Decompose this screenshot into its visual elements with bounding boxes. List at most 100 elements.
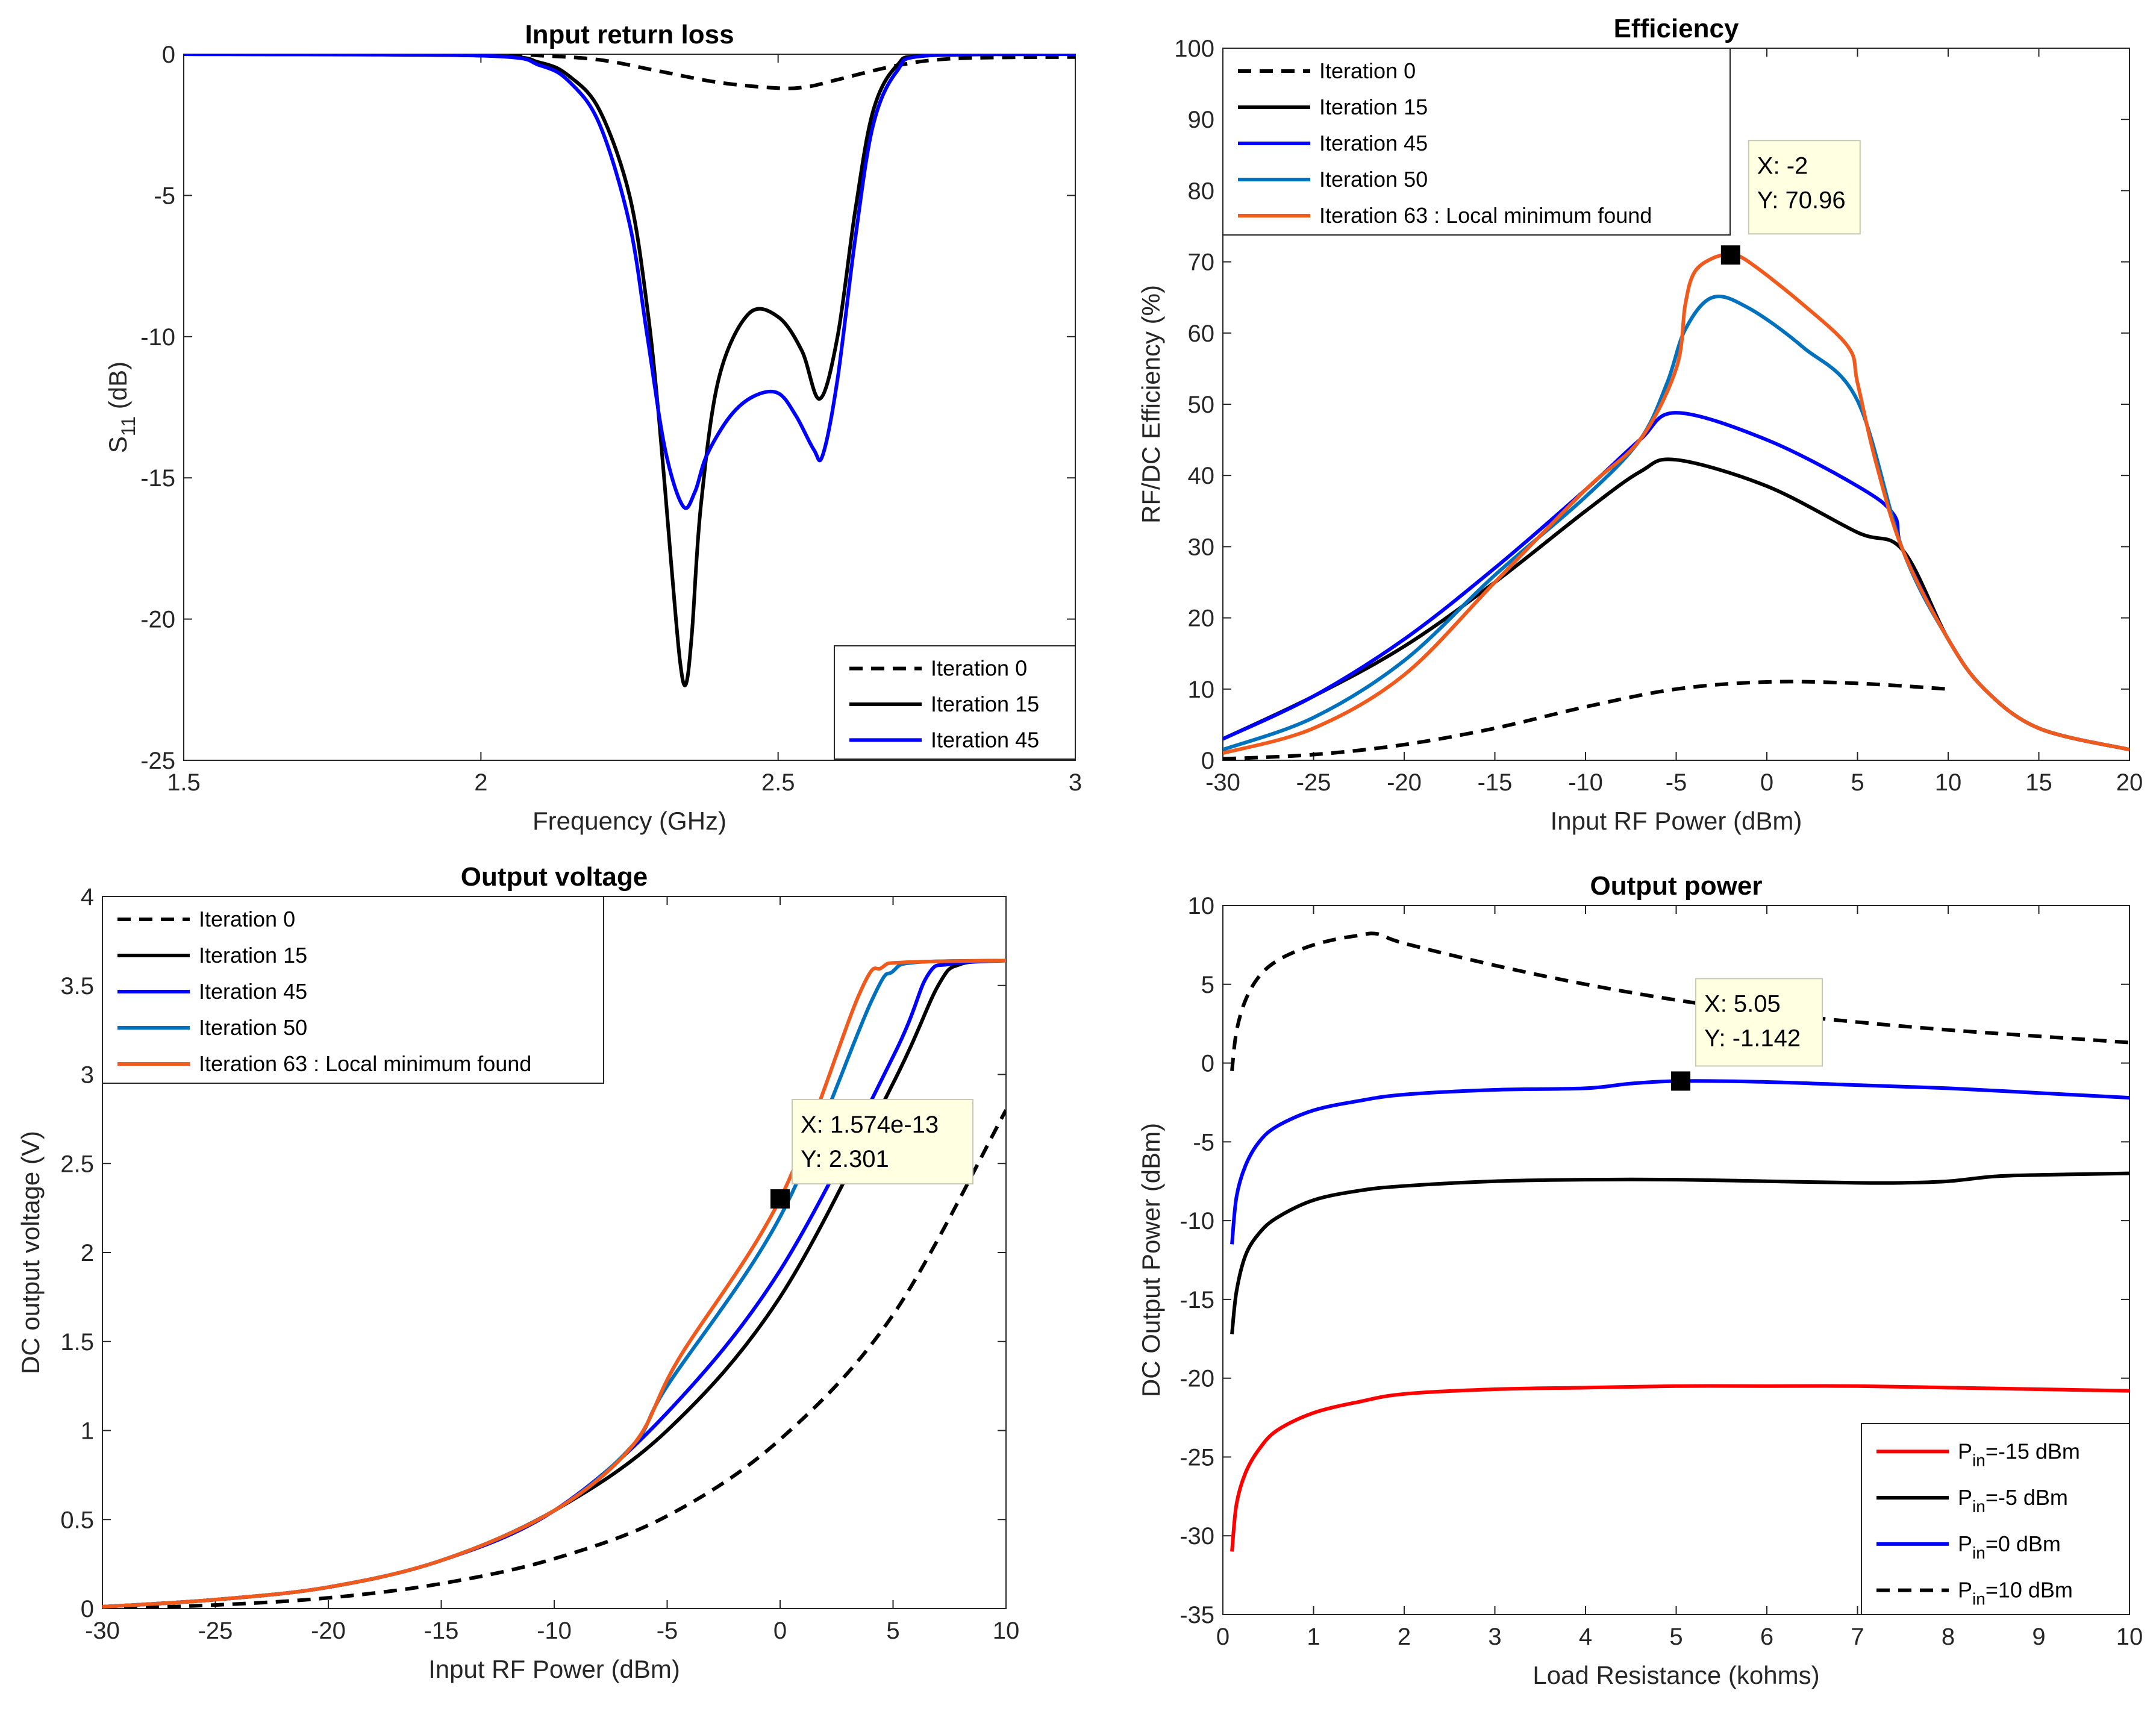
chart-title: Input return loss bbox=[525, 20, 734, 49]
y-tick-label: 50 bbox=[1188, 392, 1215, 418]
y-tick-label: 5 bbox=[1201, 972, 1214, 998]
y-tick-label: -20 bbox=[140, 607, 175, 633]
x-tick-label: 10 bbox=[1935, 769, 1962, 796]
x-tick-label: 10 bbox=[993, 1618, 1020, 1644]
x-tick-label: 20 bbox=[2116, 769, 2143, 796]
y-tick-label: 2 bbox=[81, 1240, 94, 1266]
chart-3: -30 -25 -20 -15 -10 -5 0 5 10 0 0.5 1 1.5 2 2.5 3 3.5 4 Ou… bbox=[16, 862, 1019, 1683]
y-tick-label: 60 bbox=[1188, 321, 1215, 347]
legend-entry: Pin=10 dBm bbox=[1958, 1578, 2073, 1609]
series-line-1 bbox=[1230, 1384, 2129, 1552]
y-tick-label: 0.5 bbox=[60, 1507, 94, 1533]
x-tick-label: 2 bbox=[1398, 1624, 1411, 1650]
y-axis-label: DC Output Power (dBm) bbox=[1137, 1123, 1165, 1397]
y-tick-label: 0 bbox=[81, 1596, 94, 1622]
series-group bbox=[184, 54, 1075, 687]
datatip-marker[interactable] bbox=[770, 1189, 790, 1209]
x-tick-label: -25 bbox=[198, 1618, 233, 1644]
y-tick-label: 20 bbox=[1188, 605, 1215, 632]
y-tick-label: -25 bbox=[140, 748, 175, 774]
y-tick-label: 3.5 bbox=[60, 973, 94, 999]
x-tick-label: 6 bbox=[1760, 1624, 1773, 1650]
y-tick-label: 1 bbox=[81, 1418, 94, 1445]
x-tick-label: -30 bbox=[85, 1618, 120, 1644]
legend-entry: Iteration 15 bbox=[1319, 95, 1428, 119]
x-tick-label: 5 bbox=[1851, 769, 1864, 796]
y-tick-label: -10 bbox=[140, 324, 175, 351]
series-group bbox=[1230, 931, 2129, 1552]
y-tick-label: 0 bbox=[1201, 1051, 1214, 1077]
x-tick-label: 5 bbox=[1669, 1624, 1683, 1650]
y-tick-label: 3 bbox=[81, 1062, 94, 1089]
x-tick-label: 15 bbox=[2025, 769, 2052, 796]
datatip-x: X: -2 bbox=[1757, 152, 1808, 179]
x-tick-label: -5 bbox=[657, 1618, 678, 1644]
y-tick-label: 0 bbox=[162, 42, 175, 68]
x-axis-label: Frequency (GHz) bbox=[533, 807, 726, 835]
series-line-5 bbox=[102, 959, 1006, 1609]
y-tick-label: 70 bbox=[1188, 249, 1215, 276]
legend-entry: Iteration 0 bbox=[199, 907, 295, 931]
legend-entry: Iteration 15 bbox=[199, 943, 307, 968]
plot-area bbox=[183, 54, 1076, 761]
y-tick-label: -10 bbox=[1180, 1208, 1214, 1234]
series-line-1 bbox=[102, 1109, 1006, 1609]
legend-entry: Iteration 63 : Local minimum found bbox=[199, 1051, 531, 1076]
y-tick-label: -20 bbox=[1180, 1366, 1214, 1392]
y-axis-label: S11 (dB) bbox=[104, 361, 139, 453]
x-tick-label: -10 bbox=[537, 1618, 572, 1644]
x-tick-label: 3 bbox=[1069, 769, 1082, 796]
legend-entry: Iteration 0 bbox=[931, 656, 1027, 681]
datatip-marker[interactable] bbox=[1720, 245, 1740, 265]
y-tick-label: -35 bbox=[1180, 1602, 1214, 1628]
legend-entry: Pin=-15 dBm bbox=[1958, 1439, 2080, 1469]
legend-entry: Pin=0 dBm bbox=[1958, 1531, 2061, 1562]
chart-title: Output voltage bbox=[461, 862, 648, 892]
x-axis-label: Load Resistance (kohms) bbox=[1533, 1661, 1819, 1689]
y-tick-label: -5 bbox=[154, 183, 175, 209]
x-tick-label: 7 bbox=[1851, 1624, 1864, 1650]
series-line-3 bbox=[1230, 1079, 2129, 1245]
legend-entry: Iteration 45 bbox=[199, 979, 307, 1004]
series-group bbox=[1223, 253, 2129, 760]
x-tick-label: -20 bbox=[311, 1618, 346, 1644]
x-tick-label: -30 bbox=[1205, 769, 1240, 796]
x-tick-label: -10 bbox=[1568, 769, 1603, 796]
legend-entry: Iteration 0 bbox=[1319, 58, 1416, 83]
series-line-1 bbox=[1223, 680, 1949, 760]
chart-2: -30 -25 -20 -15 -10 -5 0 5 10 15 20 0 10 20 30 40 50 60 70… bbox=[1137, 14, 2143, 835]
y-tick-label: 1.5 bbox=[60, 1329, 94, 1356]
legend-entry: Iteration 45 bbox=[931, 727, 1039, 752]
datatip-x: X: 1.574e-13 bbox=[801, 1112, 939, 1138]
y-tick-label: -15 bbox=[140, 465, 175, 492]
chart-title: Output power bbox=[1590, 871, 1763, 901]
x-tick-label: -15 bbox=[424, 1618, 459, 1644]
datatip-y: Y: 2.301 bbox=[801, 1146, 889, 1172]
x-tick-label: 0 bbox=[1216, 1624, 1230, 1650]
legend-entry: Iteration 50 bbox=[1319, 167, 1428, 192]
x-tick-label: 0 bbox=[773, 1618, 787, 1644]
y-tick-label: 10 bbox=[1188, 677, 1215, 703]
x-tick-label: -15 bbox=[1478, 769, 1513, 796]
x-axis-label: Input RF Power (dBm) bbox=[428, 1655, 680, 1683]
y-tick-label: 4 bbox=[81, 884, 94, 910]
x-tick-label: 2.5 bbox=[761, 769, 795, 796]
legend-entry: Pin=-5 dBm bbox=[1958, 1485, 2068, 1516]
x-tick-label: 4 bbox=[1579, 1624, 1592, 1650]
datatip-x: X: 5.05 bbox=[1704, 990, 1781, 1017]
chart-title: Efficiency bbox=[1614, 14, 1739, 43]
x-tick-label: 9 bbox=[2032, 1624, 2045, 1650]
series-line-1 bbox=[184, 54, 1075, 90]
x-tick-label: 8 bbox=[1942, 1624, 1955, 1650]
x-tick-label: 1 bbox=[1307, 1624, 1320, 1650]
x-tick-label: 10 bbox=[2116, 1624, 2143, 1650]
datatip-marker[interactable] bbox=[1671, 1071, 1691, 1091]
legend-entry: Iteration 45 bbox=[1319, 131, 1428, 155]
y-tick-label: -15 bbox=[1180, 1287, 1214, 1313]
datatip-y: Y: -1.142 bbox=[1704, 1025, 1801, 1051]
series-group bbox=[102, 959, 1006, 1609]
y-tick-label: 80 bbox=[1188, 178, 1215, 204]
y-tick-label: -30 bbox=[1180, 1523, 1214, 1550]
y-tick-label: 100 bbox=[1174, 36, 1214, 62]
